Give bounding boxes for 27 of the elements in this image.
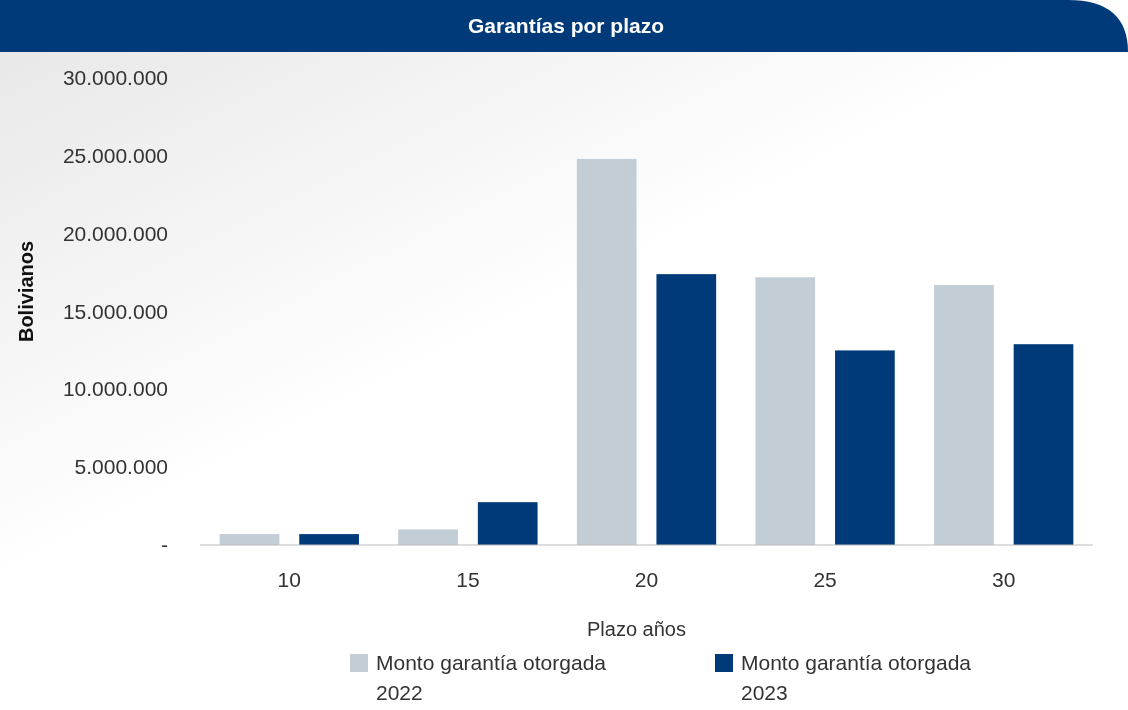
bar <box>219 534 280 545</box>
bar <box>755 277 816 545</box>
bar <box>934 285 994 545</box>
bar <box>1013 344 1074 545</box>
x-axis-title: Plazo años <box>587 618 686 640</box>
y-tick-label: 25.000.000 <box>62 143 168 167</box>
bar <box>835 350 895 545</box>
bar <box>576 158 637 545</box>
y-tick-label: 15.000.000 <box>62 299 168 323</box>
legend-label: Monto garantía otorgada 2022 <box>376 651 607 704</box>
y-tick-label: 10.000.000 <box>62 377 168 401</box>
x-tick-label: 30 <box>992 568 1016 591</box>
x-tick-label: 25 <box>813 568 837 591</box>
y-tick-label: - <box>161 533 168 556</box>
x-tick-label: 20 <box>634 568 659 591</box>
y-tick-label: 5.000.000 <box>74 455 168 479</box>
y-axis-title: Bolivianos <box>15 240 37 343</box>
bar <box>477 502 538 545</box>
chart-title: Garantías por plazo <box>467 14 665 37</box>
bar <box>398 529 458 545</box>
legend-label: Monto garantía otorgada 2023 <box>741 651 972 704</box>
y-tick-label: 20.000.000 <box>62 221 168 245</box>
bar <box>299 534 359 545</box>
x-tick-label: 15 <box>456 568 480 591</box>
x-tick-label: 10 <box>277 568 301 591</box>
bar <box>656 274 717 545</box>
y-tick-label: 30.000.000 <box>62 66 168 89</box>
